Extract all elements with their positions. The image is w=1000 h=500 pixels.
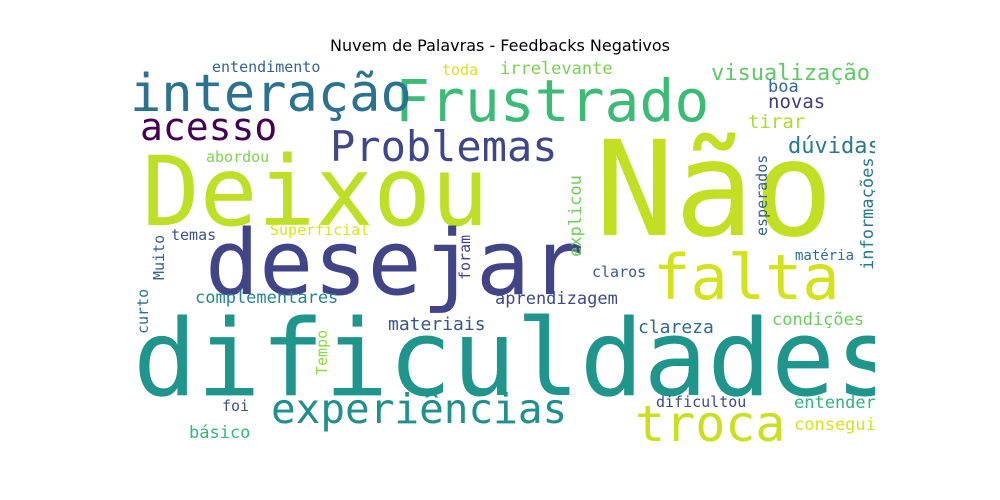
word-curto: curto [134, 288, 152, 335]
word-materiais: materiais [388, 314, 486, 335]
word-básico: básico [189, 423, 251, 443]
word-troca: troca [635, 395, 786, 447]
word-condições: condições [772, 310, 865, 330]
word-temas: temas [171, 226, 217, 244]
word-superficial: Superficial [270, 221, 370, 239]
word-explicou: explicou [566, 174, 586, 257]
word-foram: foram [456, 234, 474, 281]
word-dúvidas: dúvidas [788, 134, 875, 159]
chart-title: Nuvem de Palavras - Feedbacks Negativos [330, 36, 670, 55]
word-cloud: Não Deixou dificuldades desejar Frustrado int… [125, 59, 875, 447]
word-visualização: visualização [711, 61, 870, 86]
word-abordou: abordou [206, 148, 270, 166]
word-frustrado: Frustrado [395, 67, 710, 135]
word-experiências: experiências [271, 385, 568, 433]
word-entendimento: entendimento [212, 59, 321, 76]
word-interação: interação [130, 64, 412, 124]
word-muito: Muito [150, 234, 168, 281]
word-foi: foi [222, 397, 250, 415]
word-matéria: matéria [795, 248, 855, 264]
word-desejar: desejar [205, 211, 585, 316]
word-não: Não [595, 113, 834, 267]
word-entender: entender [794, 393, 875, 413]
word-clareza: clareza [638, 317, 714, 338]
word-deixou: Deixou [142, 136, 489, 248]
word-acesso: acesso [140, 105, 278, 149]
word-problemas: Problemas [330, 122, 558, 171]
word-dificuldades: dificuldades [133, 297, 875, 420]
word-complementares: complementares [195, 288, 339, 308]
word-esperados: esperados [753, 154, 771, 237]
word-irrelevante: irrelevante [500, 59, 613, 79]
word-claros: claros [592, 263, 647, 281]
word-tirar: tirar [748, 111, 806, 133]
word-aprendizagem: aprendizagem [495, 289, 618, 309]
word-novas: novas [768, 91, 826, 113]
word-tempo: Tempo [313, 329, 331, 376]
word-informações: informações [858, 156, 875, 270]
word-toda: toda [442, 61, 479, 79]
word-boa: boa [768, 77, 799, 97]
word-dificultou: dificultou [656, 393, 747, 411]
word-consegui: consegui [794, 415, 875, 435]
word-falta: falta [653, 241, 840, 314]
